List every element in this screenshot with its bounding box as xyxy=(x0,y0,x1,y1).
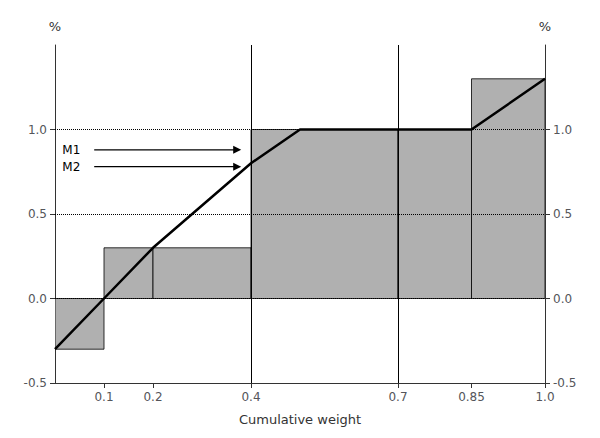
svg-text:0.2: 0.2 xyxy=(143,390,162,404)
svg-text:%: % xyxy=(539,19,551,34)
svg-text:Cumulative weight: Cumulative weight xyxy=(239,412,361,427)
svg-text:1.0: 1.0 xyxy=(535,390,554,404)
svg-text:%: % xyxy=(49,19,61,34)
svg-text:-0.5: -0.5 xyxy=(24,376,47,390)
svg-text:0.85: 0.85 xyxy=(458,390,485,404)
svg-text:M1: M1 xyxy=(62,143,80,157)
svg-text:0.0: 0.0 xyxy=(28,292,47,306)
svg-text:1.0: 1.0 xyxy=(28,123,47,137)
svg-text:-0.5: -0.5 xyxy=(553,376,576,390)
svg-text:0.7: 0.7 xyxy=(388,390,407,404)
svg-text:0.5: 0.5 xyxy=(553,207,572,221)
svg-text:1.0: 1.0 xyxy=(553,123,572,137)
svg-text:0.4: 0.4 xyxy=(241,390,260,404)
svg-text:0.5: 0.5 xyxy=(28,207,47,221)
svg-text:0.0: 0.0 xyxy=(553,292,572,306)
svg-text:M2: M2 xyxy=(62,160,80,174)
svg-text:0.1: 0.1 xyxy=(94,390,113,404)
